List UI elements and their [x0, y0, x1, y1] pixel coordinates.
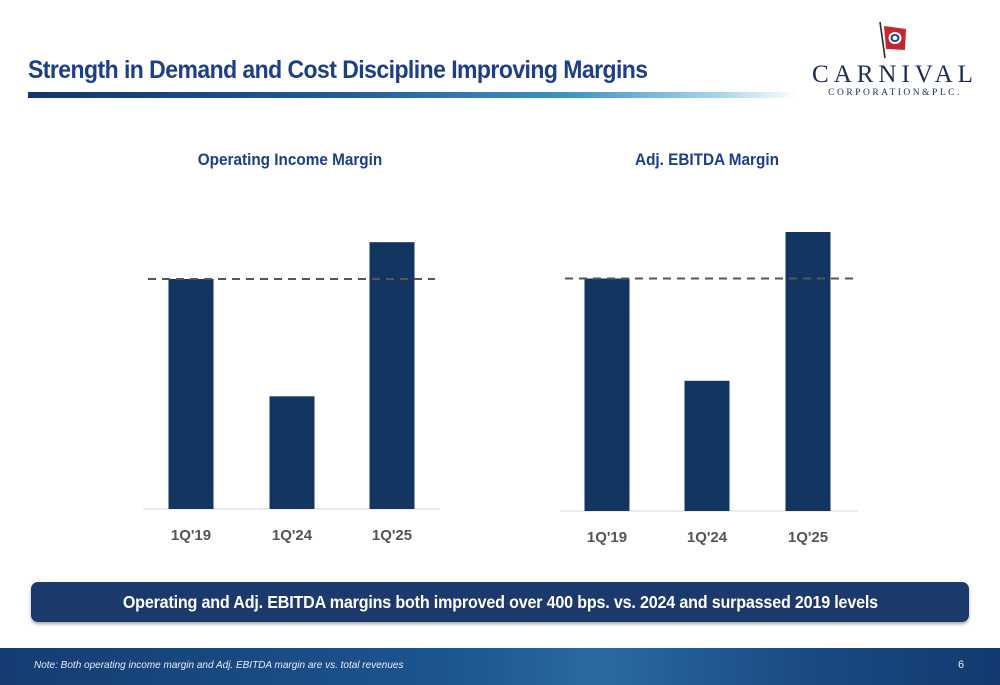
tick-label-adj-ebitda-1: 1Q'24	[687, 529, 728, 546]
footer-bar: Note: Both operating income margin and A…	[0, 648, 1000, 685]
chart-title-operating-income: Operating Income Margin	[197, 150, 383, 169]
bar-charts: 1Q'19 1Q'24 1Q'25 1Q'19 1Q'24 1Q'25	[143, 232, 858, 546]
chart-title-adj-ebitda: Adj. EBITDA Margin	[635, 150, 779, 169]
summary-banner: Operating and Adj. EBITDA margins both i…	[31, 582, 969, 622]
footnote: Note: Both operating income margin and A…	[34, 660, 404, 671]
tick-label-operating-income-1: 1Q'24	[272, 527, 313, 544]
page-title: Strength in Demand and Cost Discipline I…	[28, 56, 648, 84]
title-underline	[28, 92, 798, 98]
company-logo: CARNIVAL CORPORATION&PLC.	[808, 20, 978, 100]
bar-adj-ebitda-1Q25	[785, 232, 831, 511]
tick-label-adj-ebitda-2: 1Q'25	[788, 529, 828, 546]
logo-wordmark: CARNIVAL	[812, 61, 978, 88]
bar-operating-income-1Q25	[369, 242, 415, 509]
tick-label-adj-ebitda-0: 1Q'19	[587, 529, 627, 546]
summary-banner-text: Operating and Adj. EBITDA margins both i…	[122, 591, 878, 612]
page-number: 6	[958, 659, 965, 671]
bar-operating-income-1Q24	[269, 396, 315, 509]
logo-subtext: CORPORATION&PLC.	[828, 88, 962, 98]
tick-label-operating-income-0: 1Q'19	[171, 527, 211, 544]
flag-icon	[879, 21, 906, 59]
bar-adj-ebitda-1Q19	[584, 278, 630, 511]
bar-operating-income-1Q19	[168, 279, 214, 509]
tick-label-operating-income-2: 1Q'25	[372, 527, 412, 544]
bar-adj-ebitda-1Q24	[684, 380, 730, 511]
